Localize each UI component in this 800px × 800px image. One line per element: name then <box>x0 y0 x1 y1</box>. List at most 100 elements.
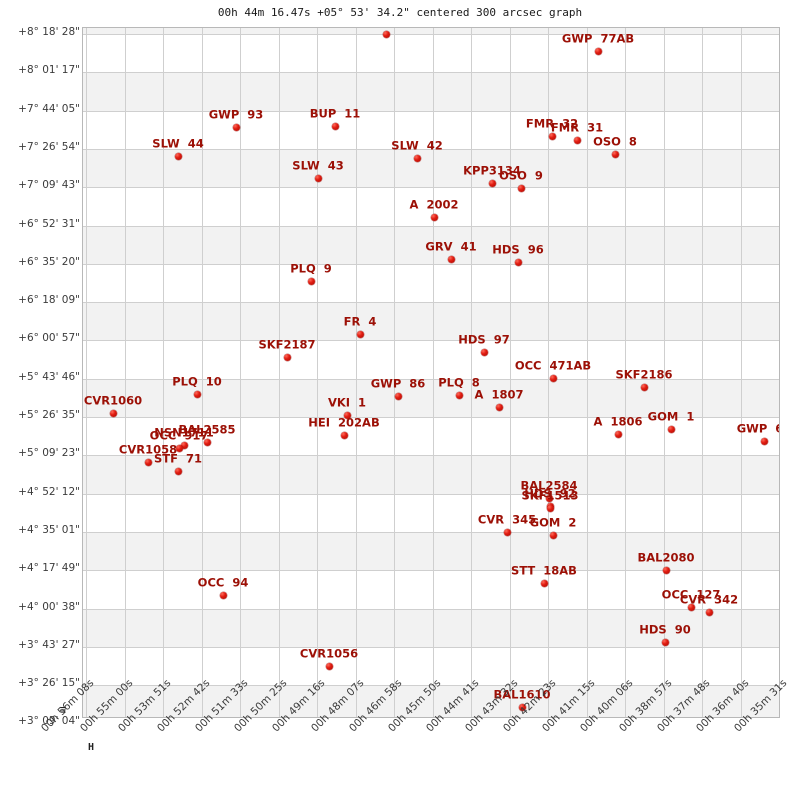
star-marker[interactable] <box>548 132 556 140</box>
star-marker[interactable] <box>307 277 315 285</box>
star-label: BAL1610 <box>493 687 551 702</box>
star-marker[interactable] <box>447 255 455 263</box>
star-marker[interactable] <box>549 374 557 382</box>
star-marker[interactable] <box>219 591 227 599</box>
gridline-vertical <box>471 28 472 717</box>
star-marker[interactable] <box>232 123 240 131</box>
star-label: HDS 92 <box>524 486 576 501</box>
y-axis-tick-label: +3° 09' 04" <box>18 715 80 728</box>
star-label: PLQ 8 <box>438 375 480 390</box>
star-marker[interactable] <box>340 431 348 439</box>
y-axis-tick-label: +6° 35' 20" <box>18 255 80 268</box>
star-marker[interactable] <box>430 213 438 221</box>
star-label: CVR1060 <box>83 393 143 408</box>
star-marker[interactable] <box>662 566 670 574</box>
star-marker[interactable] <box>661 638 669 646</box>
gridline-vertical <box>86 28 87 717</box>
x-axis-right-ascension: 00h 56m 08s 00h 55m 00s 00h 53m 51s 00h 52m… <box>0 677 800 800</box>
y-axis-tick-label: +7° 09' 43" <box>18 179 80 192</box>
star-label: OSO 9 <box>499 168 543 183</box>
star-label: SLW 44 <box>152 136 204 151</box>
star-marker[interactable] <box>331 122 339 130</box>
star-marker[interactable] <box>413 154 421 162</box>
star-marker[interactable] <box>514 258 522 266</box>
gridline-vertical <box>201 28 203 717</box>
gridline-horizontal <box>83 340 779 342</box>
star-marker[interactable] <box>203 438 211 446</box>
star-marker[interactable] <box>325 662 333 670</box>
star-label: OCC 471AB <box>514 358 592 373</box>
star-marker[interactable] <box>174 467 182 475</box>
star-label: SKF2187 <box>258 337 316 352</box>
gridline-horizontal <box>83 646 779 648</box>
star-marker[interactable] <box>545 494 553 502</box>
y-axis-tick-label: +6° 00' 57" <box>18 332 80 345</box>
gridline-horizontal <box>83 685 779 687</box>
plot-area[interactable]: GRV 43 GWP 77AB GWP 93 BUP 11 SLW 44 FMR 32FM… <box>82 27 780 718</box>
star-label: VKI 1 <box>327 395 367 410</box>
star-marker[interactable] <box>687 603 695 611</box>
star-marker[interactable] <box>517 184 525 192</box>
gridline-vertical <box>548 28 549 717</box>
star-label: GWP 77AB <box>561 31 635 46</box>
y-axis-tick-label: +4° 52' 12" <box>18 485 80 498</box>
y-axis-tick-label: +7° 44' 05" <box>18 102 80 115</box>
star-marker[interactable] <box>611 150 619 158</box>
gridline-vertical <box>163 28 164 717</box>
star-label: SKF2186 <box>615 367 673 382</box>
star-marker[interactable] <box>382 30 390 38</box>
star-marker[interactable] <box>503 528 511 536</box>
star-marker[interactable] <box>193 390 201 398</box>
star-marker[interactable] <box>488 179 496 187</box>
star-marker[interactable] <box>705 608 713 616</box>
gridline-horizontal <box>83 110 779 112</box>
gridline-horizontal <box>83 455 779 457</box>
plot-band <box>83 148 779 188</box>
star-marker[interactable] <box>343 411 351 419</box>
y-axis-tick-label: +4° 17' 49" <box>18 562 80 575</box>
star-marker[interactable] <box>495 403 503 411</box>
star-label: HDS 96 <box>492 242 544 257</box>
star-label: BUP 11 <box>309 106 361 121</box>
star-marker[interactable] <box>549 531 557 539</box>
gridline-vertical <box>586 28 588 717</box>
star-marker[interactable] <box>640 383 648 391</box>
star-label: NSN1711 <box>154 425 214 440</box>
gridline-vertical <box>702 28 703 717</box>
star-marker[interactable] <box>480 348 488 356</box>
y-axis-tick-label: +5° 26' 35" <box>18 409 80 421</box>
star-marker[interactable] <box>109 409 117 417</box>
star-label: STF 71 <box>154 451 202 466</box>
y-axis-tick-label: +3° 43' 27" <box>18 638 80 651</box>
star-marker[interactable] <box>518 703 526 711</box>
y-axis-tick-label: +6° 18' 09" <box>18 294 80 307</box>
y-axis-tick-label: +6° 52' 31" <box>18 217 80 230</box>
star-label: OCC 127 <box>661 587 721 602</box>
star-marker[interactable] <box>394 392 402 400</box>
star-marker[interactable] <box>144 458 152 466</box>
star-marker[interactable] <box>546 504 554 512</box>
star-marker[interactable] <box>283 353 291 361</box>
y-axis-tick-label: +7° 26' 54" <box>18 140 80 153</box>
star-label: OSO 8 <box>593 134 637 149</box>
star-marker[interactable] <box>175 444 183 452</box>
star-marker[interactable] <box>180 441 188 449</box>
star-marker[interactable] <box>540 579 548 587</box>
star-marker[interactable] <box>314 174 322 182</box>
star-marker[interactable] <box>760 437 768 445</box>
star-marker[interactable] <box>667 425 675 433</box>
star-marker[interactable] <box>614 430 622 438</box>
y-axis-tick-label: +8° 18' 28" <box>18 26 80 38</box>
plot-band <box>83 302 779 341</box>
gridline-vertical <box>740 28 742 717</box>
star-marker[interactable] <box>455 391 463 399</box>
gridline-horizontal <box>83 570 779 572</box>
render-artifact-glyph: ≡ <box>60 705 67 716</box>
star-marker[interactable] <box>174 152 182 160</box>
star-marker[interactable] <box>594 47 602 55</box>
star-marker[interactable] <box>356 330 364 338</box>
y-axis-tick-label: +4° 00' 38" <box>18 600 80 613</box>
y-axis-declination: +8° 18' 28" +8° 01' 17" +7° 44' 05" +7° 26'… <box>0 0 80 800</box>
star-marker[interactable] <box>573 136 581 144</box>
